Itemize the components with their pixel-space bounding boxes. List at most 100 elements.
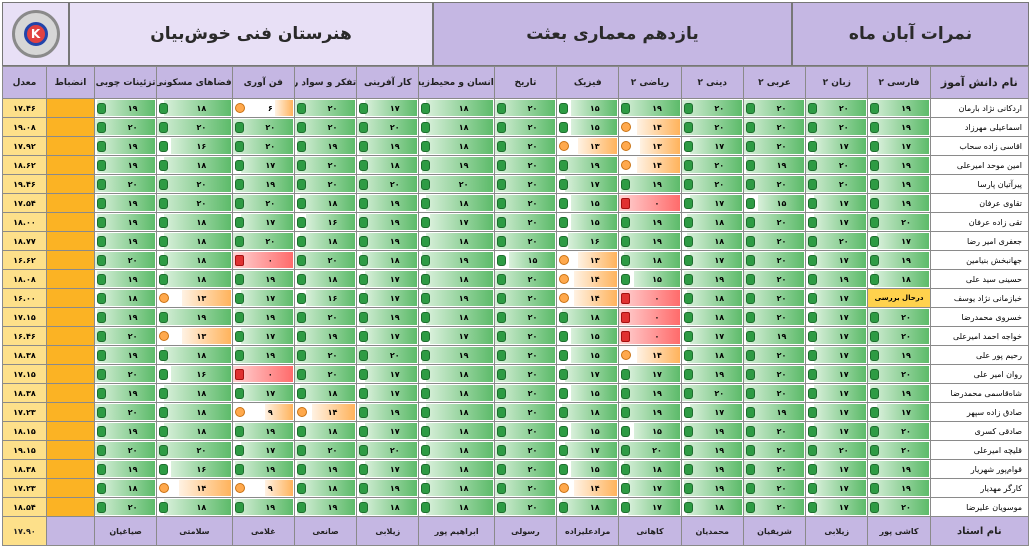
student-name-cell[interactable]: خسروی محمدرضا <box>929 307 1030 327</box>
grade-cell[interactable]: ۱۹ <box>93 269 158 289</box>
grade-cell[interactable]: ۱۷ <box>805 478 869 498</box>
grade-cell[interactable]: ۱۵ <box>618 269 682 289</box>
header-discipline[interactable]: انضباط <box>45 66 95 99</box>
grade-cell[interactable]: ۱۷ <box>356 364 420 384</box>
grade-cell[interactable]: ۲۰ <box>93 174 158 194</box>
student-name-cell[interactable]: اقاسی زاده سحاب <box>929 136 1030 156</box>
grade-cell[interactable]: ۲۰ <box>742 212 807 232</box>
grade-cell[interactable]: ۲۰ <box>493 136 558 156</box>
grade-cell[interactable]: ۱۸ <box>293 478 358 498</box>
grade-cell[interactable]: ۱۴ <box>293 402 358 422</box>
grade-cell[interactable]: ۲۰ <box>293 440 358 460</box>
grade-cell[interactable]: ۱۹ <box>680 364 744 384</box>
header-subject-12[interactable]: تزئینات چوبی <box>93 66 158 99</box>
discipline-cell[interactable] <box>45 364 95 384</box>
grade-cell[interactable]: ۱۷ <box>231 212 295 232</box>
grade-cell[interactable]: ۲۰ <box>493 345 558 365</box>
teacher-name-3[interactable]: محمدیان <box>680 516 744 546</box>
grade-cell[interactable]: ۱۸ <box>418 269 495 289</box>
teacher-name-4[interactable]: کاهانی <box>618 516 682 546</box>
grade-cell[interactable]: ۱۹ <box>867 478 931 498</box>
grade-cell[interactable]: ۱۹ <box>93 231 158 251</box>
grade-cell[interactable]: ۱۸ <box>156 155 233 175</box>
grade-cell[interactable]: ۱۸ <box>356 155 420 175</box>
teacher-name-10[interactable]: غلامی <box>231 516 295 546</box>
average-cell[interactable]: ۱۶.۰۰ <box>2 288 47 308</box>
grade-cell[interactable]: ۲۰ <box>493 193 558 213</box>
grade-cell[interactable]: ۱۸ <box>867 269 931 289</box>
grade-cell[interactable]: ۲۰ <box>493 98 558 118</box>
grade-cell[interactable]: ۱۹ <box>356 136 420 156</box>
title-cell[interactable]: نمرات آبان ماه <box>792 2 1029 66</box>
grade-cell[interactable]: ۱۸ <box>418 98 495 118</box>
discipline-cell[interactable] <box>45 307 95 327</box>
grade-cell[interactable]: ۲۰ <box>680 383 744 403</box>
grade-cell[interactable]: ۱۴ <box>618 155 682 175</box>
grade-cell[interactable]: ۱۹ <box>556 155 620 175</box>
grade-cell[interactable]: ۱۵ <box>556 326 620 346</box>
grade-cell[interactable]: ۱۸ <box>418 402 495 422</box>
grade-cell[interactable]: ۱۸ <box>293 269 358 289</box>
student-name-cell[interactable]: تقاوی عرفان <box>929 193 1030 213</box>
average-cell[interactable]: ۱۷.۱۵ <box>2 364 47 384</box>
grade-cell[interactable]: ۱۹ <box>93 345 158 365</box>
grade-cell[interactable]: ۱۷ <box>805 212 869 232</box>
grade-cell[interactable]: ۲۰ <box>493 364 558 384</box>
grade-cell[interactable]: ۲۰ <box>805 117 869 137</box>
grade-cell[interactable]: ۱۸ <box>156 269 233 289</box>
grade-cell[interactable]: ۲۰ <box>742 345 807 365</box>
grade-cell[interactable]: ۱۷ <box>231 326 295 346</box>
student-name-cell[interactable]: قلیچه امیرعلی <box>929 440 1030 460</box>
grade-cell[interactable]: ۱۸ <box>418 136 495 156</box>
average-cell[interactable]: ۱۸.۵۴ <box>2 497 47 517</box>
grade-cell[interactable]: ۱۹ <box>93 193 158 213</box>
grade-cell[interactable]: ۲۰ <box>493 307 558 327</box>
grade-cell[interactable]: ۱۸ <box>418 193 495 213</box>
grade-cell[interactable]: ۱۸ <box>156 250 233 270</box>
grade-cell[interactable]: ۱۹ <box>231 459 295 479</box>
grade-cell[interactable]: ۱۸ <box>680 288 744 308</box>
grade-cell[interactable]: ۱۸ <box>156 231 233 251</box>
grade-cell[interactable]: ۱۹ <box>356 402 420 422</box>
grade-cell[interactable]: ۱۸ <box>418 383 495 403</box>
grade-cell[interactable]: ۲۰ <box>93 326 158 346</box>
average-cell[interactable]: ۱۶.۴۶ <box>2 326 47 346</box>
grade-cell[interactable]: ۲۰ <box>742 478 807 498</box>
grade-cell[interactable]: ۱۵ <box>556 117 620 137</box>
grade-cell[interactable]: ۱۹ <box>867 345 931 365</box>
grade-cell[interactable]: ۲۰ <box>493 459 558 479</box>
grade-cell[interactable]: ۲۰ <box>493 212 558 232</box>
header-average[interactable]: معدل <box>2 66 47 99</box>
grade-cell[interactable]: ۱۸ <box>418 440 495 460</box>
student-name-cell[interactable]: اسماعیلی مهرزاد <box>929 117 1030 137</box>
grade-cell[interactable]: ۱۸ <box>618 250 682 270</box>
grade-cell[interactable]: ۲۰ <box>742 364 807 384</box>
header-subject-2[interactable]: عربی ۲ <box>742 66 807 99</box>
grade-cell[interactable]: ۲۰ <box>805 98 869 118</box>
grade-cell[interactable]: ۱۸ <box>418 497 495 517</box>
grade-cell[interactable]: ۱۵ <box>556 193 620 213</box>
grade-cell[interactable]: ۲۰ <box>493 326 558 346</box>
grade-cell[interactable]: ۱۷ <box>680 193 744 213</box>
discipline-cell[interactable] <box>45 421 95 441</box>
grade-cell[interactable]: ۱۸ <box>418 307 495 327</box>
grade-cell[interactable]: ۲۰ <box>493 478 558 498</box>
grade-cell[interactable]: ۱۶ <box>293 212 358 232</box>
grade-cell[interactable]: ۲۰ <box>293 174 358 194</box>
header-subject-7[interactable]: انسان و محیط‌زیست <box>418 66 495 99</box>
grade-cell[interactable]: ۱۹ <box>356 212 420 232</box>
grade-cell[interactable]: ۲۰ <box>93 402 158 422</box>
grade-cell[interactable]: ۱۷ <box>231 288 295 308</box>
student-name-cell[interactable]: کارگر مهدیار <box>929 478 1030 498</box>
student-name-cell[interactable]: صادقی کسری <box>929 421 1030 441</box>
header-subject-0[interactable]: فارسی ۲ <box>867 66 931 99</box>
grade-cell[interactable]: ۱۷ <box>556 174 620 194</box>
average-cell[interactable]: ۱۹.۱۵ <box>2 440 47 460</box>
student-name-cell[interactable]: رحیم پور علی <box>929 345 1030 365</box>
grade-cell[interactable]: ۱۹ <box>867 117 931 137</box>
grade-cell[interactable]: ۱۷ <box>680 136 744 156</box>
average-cell[interactable]: ۱۸.۷۷ <box>2 231 47 251</box>
grade-cell[interactable]: ۱۹ <box>680 421 744 441</box>
grade-cell[interactable]: ۱۸ <box>556 307 620 327</box>
discipline-cell[interactable] <box>45 383 95 403</box>
